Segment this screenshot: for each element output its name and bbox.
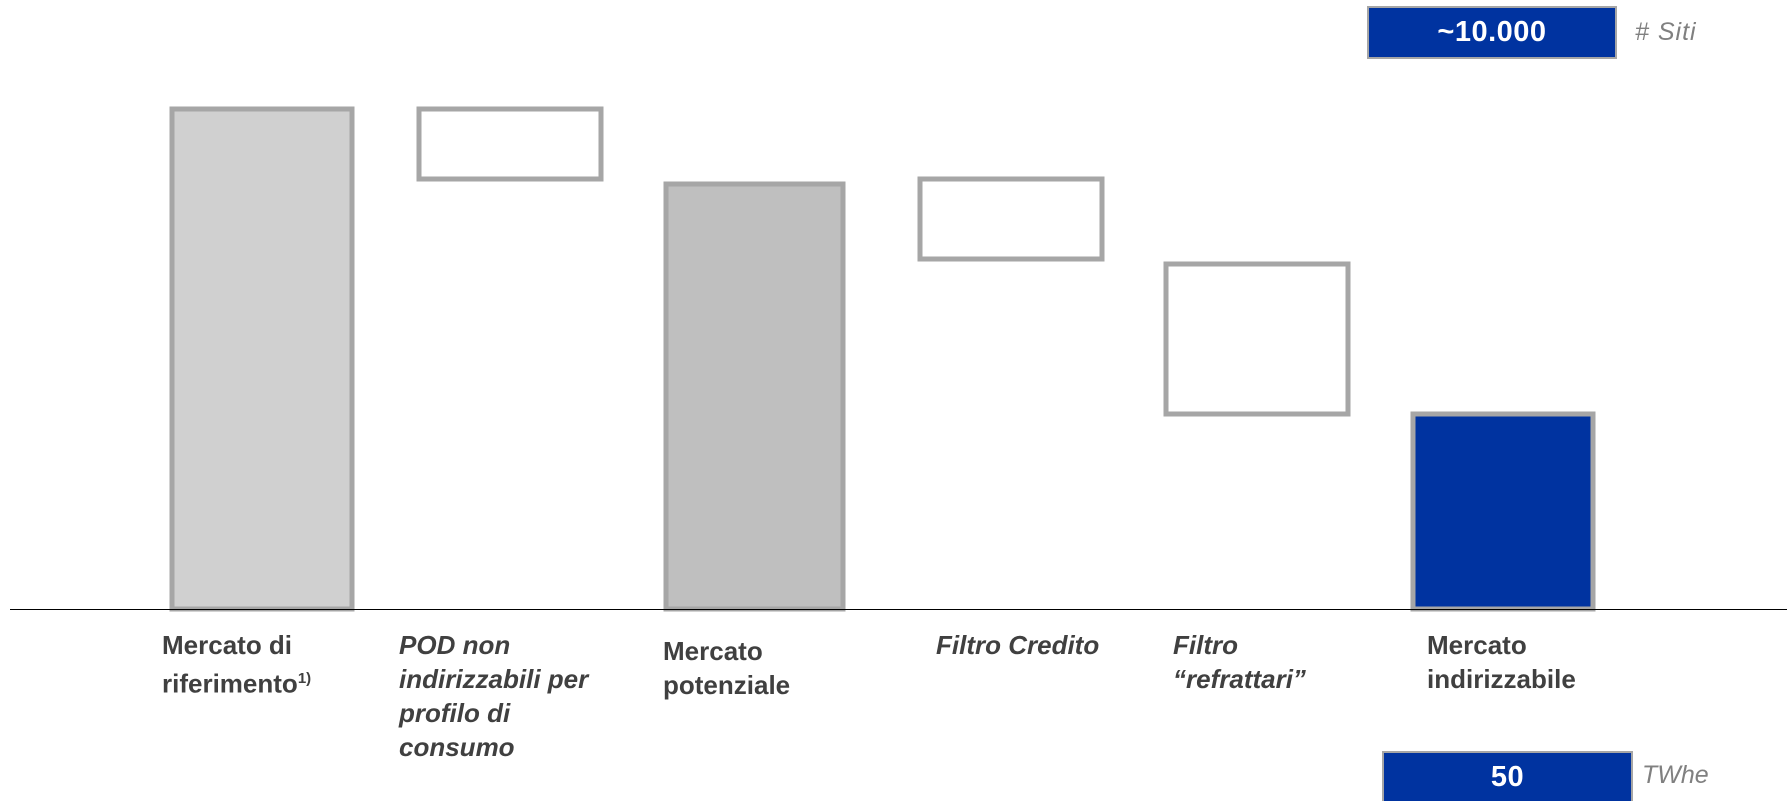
category-label-5: Filtro “refrattari” xyxy=(1173,628,1306,696)
bar-2 xyxy=(416,106,604,182)
bar-6 xyxy=(1410,411,1596,612)
category-label-line: consumo xyxy=(399,732,515,762)
category-label-2: POD non indirizzabili per profilo di consum… xyxy=(399,628,588,764)
category-label-3: Mercato potenziale xyxy=(663,634,790,702)
bar-1 xyxy=(169,106,355,612)
sites-count-badge: ~10.000 xyxy=(1367,6,1617,59)
category-label-line: Filtro Credito xyxy=(936,630,1100,660)
bar-4 xyxy=(917,176,1105,262)
category-label-line: profilo di xyxy=(399,698,511,728)
bar-5 xyxy=(1163,261,1351,417)
category-label-line: “refrattari” xyxy=(1173,664,1306,694)
sites-unit-label: # Siti xyxy=(1635,18,1697,46)
category-label-line: potenziale xyxy=(663,670,791,700)
category-label-1: Mercato di riferimento1) xyxy=(162,628,311,701)
category-label-line: indirizzabili per xyxy=(399,664,589,694)
category-label-line: indirizzabile xyxy=(1427,664,1576,694)
category-label-6: Mercato indirizzabile xyxy=(1427,628,1576,696)
sites-count-value: ~10.000 xyxy=(1437,16,1547,48)
footnote-marker: 1) xyxy=(297,670,312,687)
energy-total-badge: 50 xyxy=(1382,751,1633,801)
bar-3 xyxy=(663,181,846,612)
category-label-line: POD non xyxy=(399,630,511,660)
category-label-4: Filtro Credito xyxy=(936,628,1099,662)
energy-unit-label: TWhe xyxy=(1642,761,1709,789)
category-label-line: Mercato xyxy=(663,636,763,666)
energy-total-value: 50 xyxy=(1490,760,1525,793)
category-label-line: Mercato xyxy=(1427,630,1527,660)
category-label-line: Mercato di xyxy=(162,630,293,660)
x-axis-baseline xyxy=(10,609,1787,610)
category-label-line: riferimento xyxy=(162,668,298,699)
category-label-line: Filtro xyxy=(1173,630,1238,660)
